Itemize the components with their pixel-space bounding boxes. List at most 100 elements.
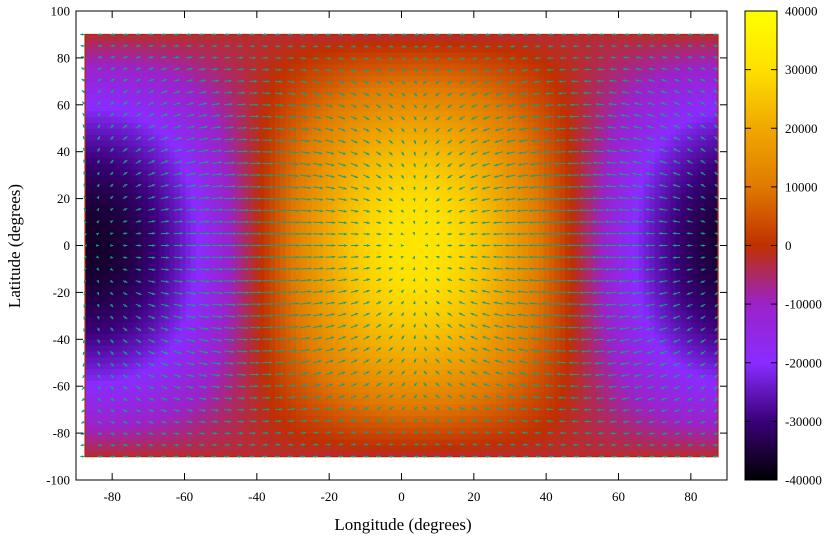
heatmap-cell [332, 415, 339, 422]
heatmap-cell [654, 351, 661, 358]
heatmap-cell [137, 216, 144, 223]
heatmap-cell [433, 374, 440, 381]
heatmap-cell [549, 286, 556, 293]
heatmap-cell [638, 321, 645, 329]
heatmap-cell [459, 345, 466, 352]
heatmap-cell [538, 274, 545, 282]
heatmap-cell [121, 233, 128, 241]
heatmap-cell [369, 444, 376, 452]
heatmap-cell [691, 362, 698, 370]
heatmap-cell [153, 415, 160, 422]
heatmap-cell [179, 268, 186, 276]
heatmap-cell [264, 392, 271, 399]
heatmap-cell [438, 210, 445, 217]
heatmap-cell [269, 444, 276, 452]
heatmap-cell [222, 438, 229, 446]
heatmap-cell [248, 380, 255, 387]
heatmap-cell [707, 438, 714, 446]
heatmap-cell [475, 263, 482, 270]
heatmap-cell [253, 392, 260, 399]
heatmap-cell [259, 304, 265, 311]
heatmap-cell [179, 309, 186, 317]
heatmap-cell [195, 274, 202, 282]
heatmap-cell [311, 227, 318, 235]
heatmap-cell [491, 327, 498, 335]
heatmap-cell [85, 315, 91, 323]
heatmap-cell [506, 239, 513, 247]
heatmap-cell [422, 427, 429, 434]
heatmap-cell [517, 356, 524, 364]
heatmap-cell [359, 333, 366, 340]
heatmap-cell [348, 356, 355, 364]
heatmap-cell [211, 356, 218, 364]
heatmap-cell [675, 233, 682, 241]
heatmap-cell [485, 351, 492, 358]
heatmap-cell [158, 339, 165, 346]
heatmap-cell [195, 397, 202, 405]
heatmap-cell [116, 304, 123, 311]
heatmap-cell [633, 362, 640, 370]
heatmap-cell [607, 263, 614, 270]
heatmap-cell [512, 450, 519, 458]
heatmap-cell [638, 245, 645, 252]
heatmap-cell [311, 368, 318, 376]
heatmap-cell [322, 438, 329, 446]
heatmap-cell [95, 345, 102, 352]
heatmap-cell [580, 263, 587, 270]
heatmap-cell [638, 368, 645, 376]
heatmap-cell [406, 433, 413, 440]
heatmap-cell [427, 403, 434, 411]
heatmap-cell [491, 274, 498, 282]
heatmap-cell [565, 374, 571, 381]
heatmap-cell [222, 444, 229, 452]
heatmap-cell [158, 356, 165, 364]
heatmap-cell [454, 351, 461, 358]
heatmap-cell [586, 227, 592, 235]
heatmap-cell [106, 415, 113, 422]
heatmap-cell [670, 333, 677, 340]
heatmap-cell [644, 321, 650, 329]
heatmap-cell [348, 374, 355, 381]
heatmap-cell [533, 427, 540, 434]
heatmap-cell [296, 438, 302, 446]
heatmap-cell [401, 333, 408, 340]
heatmap-cell [216, 251, 223, 258]
heatmap-cell [543, 304, 550, 311]
heatmap-cell [506, 450, 513, 458]
heatmap-cell [438, 415, 445, 422]
heatmap-cell [607, 380, 614, 387]
heatmap-cell [211, 286, 218, 293]
heatmap-cell [675, 450, 682, 458]
heatmap-cell [554, 450, 561, 458]
heatmap-cell [211, 409, 218, 417]
heatmap-cell [559, 268, 566, 276]
heatmap-cell [443, 274, 450, 282]
heatmap-cell [681, 327, 687, 335]
heatmap-cell [327, 409, 334, 417]
heatmap-cell [580, 333, 587, 340]
heatmap-cell [127, 309, 134, 317]
heatmap-cell [607, 433, 614, 440]
heatmap-cell [549, 421, 556, 428]
heatmap-cell [591, 362, 598, 370]
heatmap-cell [659, 309, 666, 317]
heatmap-cell [285, 216, 292, 223]
heatmap-cell [591, 222, 598, 229]
heatmap-cell [623, 409, 629, 417]
heatmap-cell [169, 304, 176, 311]
heatmap-cell [153, 403, 160, 411]
heatmap-cell [443, 216, 450, 223]
heatmap-cell [248, 263, 255, 270]
heatmap-cell [543, 280, 550, 288]
heatmap-cell [644, 409, 650, 417]
heatmap-cell [264, 268, 271, 276]
heatmap-cell [227, 263, 234, 270]
heatmap-cell [491, 321, 498, 329]
heatmap-cell [332, 362, 339, 370]
heatmap-cell [538, 309, 545, 317]
heatmap-cell [591, 374, 598, 381]
heatmap-cell [580, 433, 587, 440]
heatmap-cell [607, 392, 614, 399]
heatmap-cell [111, 239, 118, 247]
heatmap-cell [528, 339, 534, 346]
